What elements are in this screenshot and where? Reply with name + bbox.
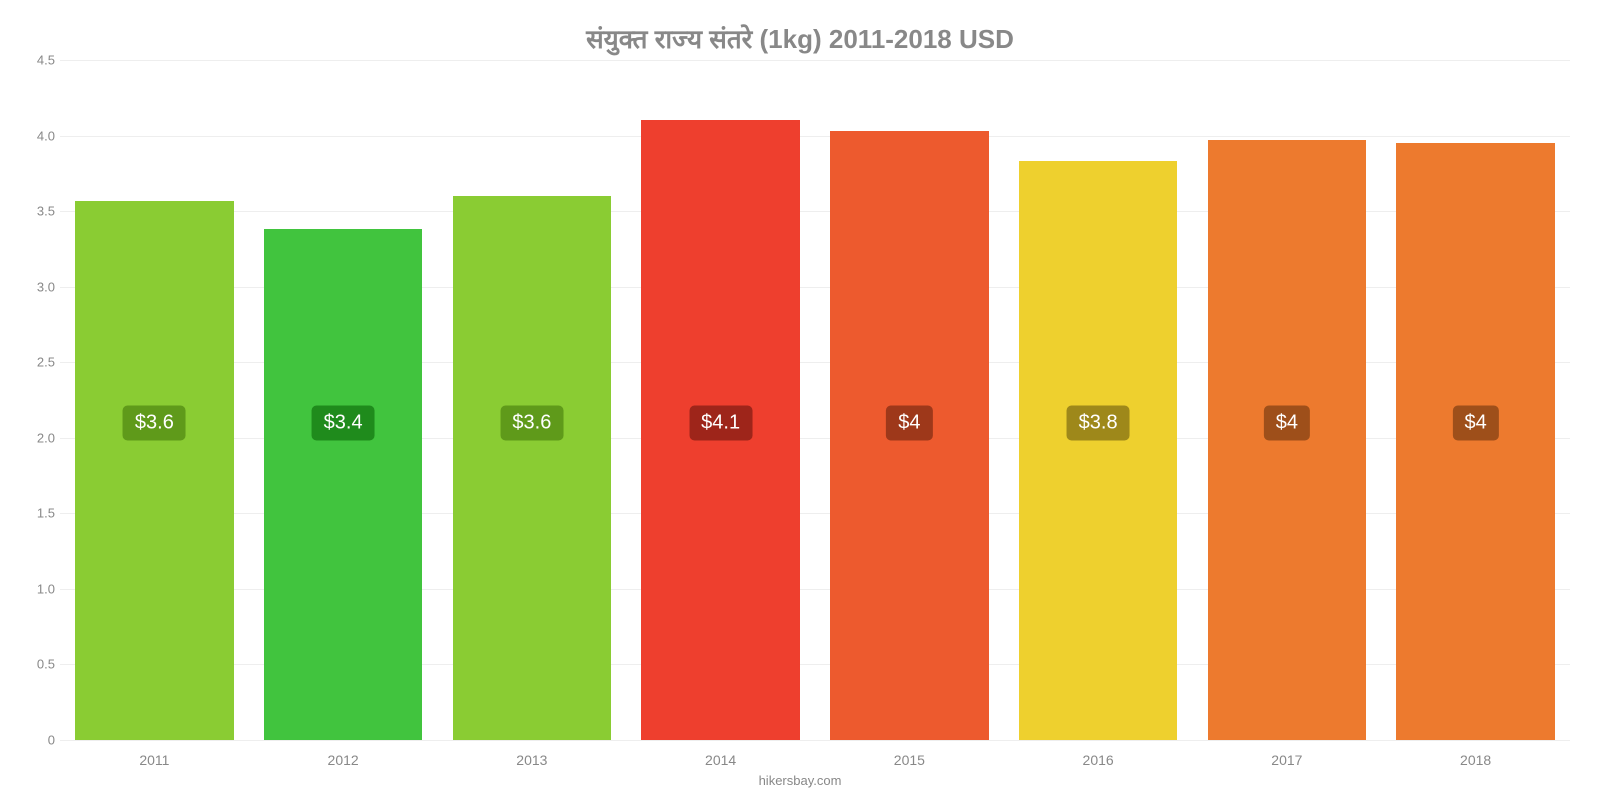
bar-value-label: $3.4	[312, 405, 375, 440]
bar: $4	[1396, 143, 1555, 740]
bar-slot: $42018	[1381, 60, 1570, 740]
y-axis-tick-label: 0.5	[20, 657, 55, 672]
bar-value-label: $4	[1452, 405, 1498, 440]
y-axis-tick-label: 4.5	[20, 53, 55, 68]
bar-value-label: $3.8	[1067, 405, 1130, 440]
bar: $4.1	[641, 120, 800, 740]
x-axis-tick-label: 2015	[894, 752, 925, 768]
y-axis-tick-label: 2.5	[20, 355, 55, 370]
y-axis-tick-label: 1.0	[20, 581, 55, 596]
bars-container: $3.62011$3.42012$3.62013$4.12014$42015$3…	[60, 60, 1570, 740]
bar: $3.6	[453, 196, 612, 740]
bar-slot: $42015	[815, 60, 1004, 740]
attribution-text: hikersbay.com	[0, 773, 1600, 788]
bar-value-label: $3.6	[500, 405, 563, 440]
bar: $3.8	[1019, 161, 1178, 740]
x-axis-tick-label: 2012	[328, 752, 359, 768]
bar-slot: $3.82016	[1004, 60, 1193, 740]
bar-value-label: $4.1	[689, 405, 752, 440]
y-axis-tick-label: 3.0	[20, 279, 55, 294]
bar: $4	[830, 131, 989, 740]
y-axis-tick-label: 1.5	[20, 506, 55, 521]
x-axis-tick-label: 2018	[1460, 752, 1491, 768]
bar-value-label: $4	[886, 405, 932, 440]
bar: $3.6	[75, 201, 234, 740]
bar-slot: $3.42012	[249, 60, 438, 740]
x-axis-tick-label: 2014	[705, 752, 736, 768]
bar-slot: $4.12014	[626, 60, 815, 740]
x-axis-tick-label: 2013	[516, 752, 547, 768]
y-axis-tick-label: 3.5	[20, 204, 55, 219]
y-axis-tick-label: 2.0	[20, 430, 55, 445]
x-axis-tick-label: 2017	[1271, 752, 1302, 768]
y-axis-tick-label: 0	[20, 733, 55, 748]
x-axis-tick-label: 2011	[139, 752, 169, 768]
chart-title: संयुक्त राज्य संतरे (1kg) 2011-2018 USD	[0, 20, 1600, 56]
x-axis-tick-label: 2016	[1083, 752, 1114, 768]
bar-chart: संयुक्त राज्य संतरे (1kg) 2011-2018 USD …	[0, 0, 1600, 800]
bar-slot: $42017	[1193, 60, 1382, 740]
bar-slot: $3.62013	[438, 60, 627, 740]
bar-slot: $3.62011	[60, 60, 249, 740]
bar: $4	[1208, 140, 1367, 740]
bar-value-label: $4	[1264, 405, 1310, 440]
bar-value-label: $3.6	[123, 405, 186, 440]
bar: $3.4	[264, 229, 423, 740]
plot-area: 00.51.01.52.02.53.03.54.04.5 $3.62011$3.…	[60, 60, 1570, 740]
y-axis-tick-label: 4.0	[20, 128, 55, 143]
gridline	[60, 740, 1570, 741]
